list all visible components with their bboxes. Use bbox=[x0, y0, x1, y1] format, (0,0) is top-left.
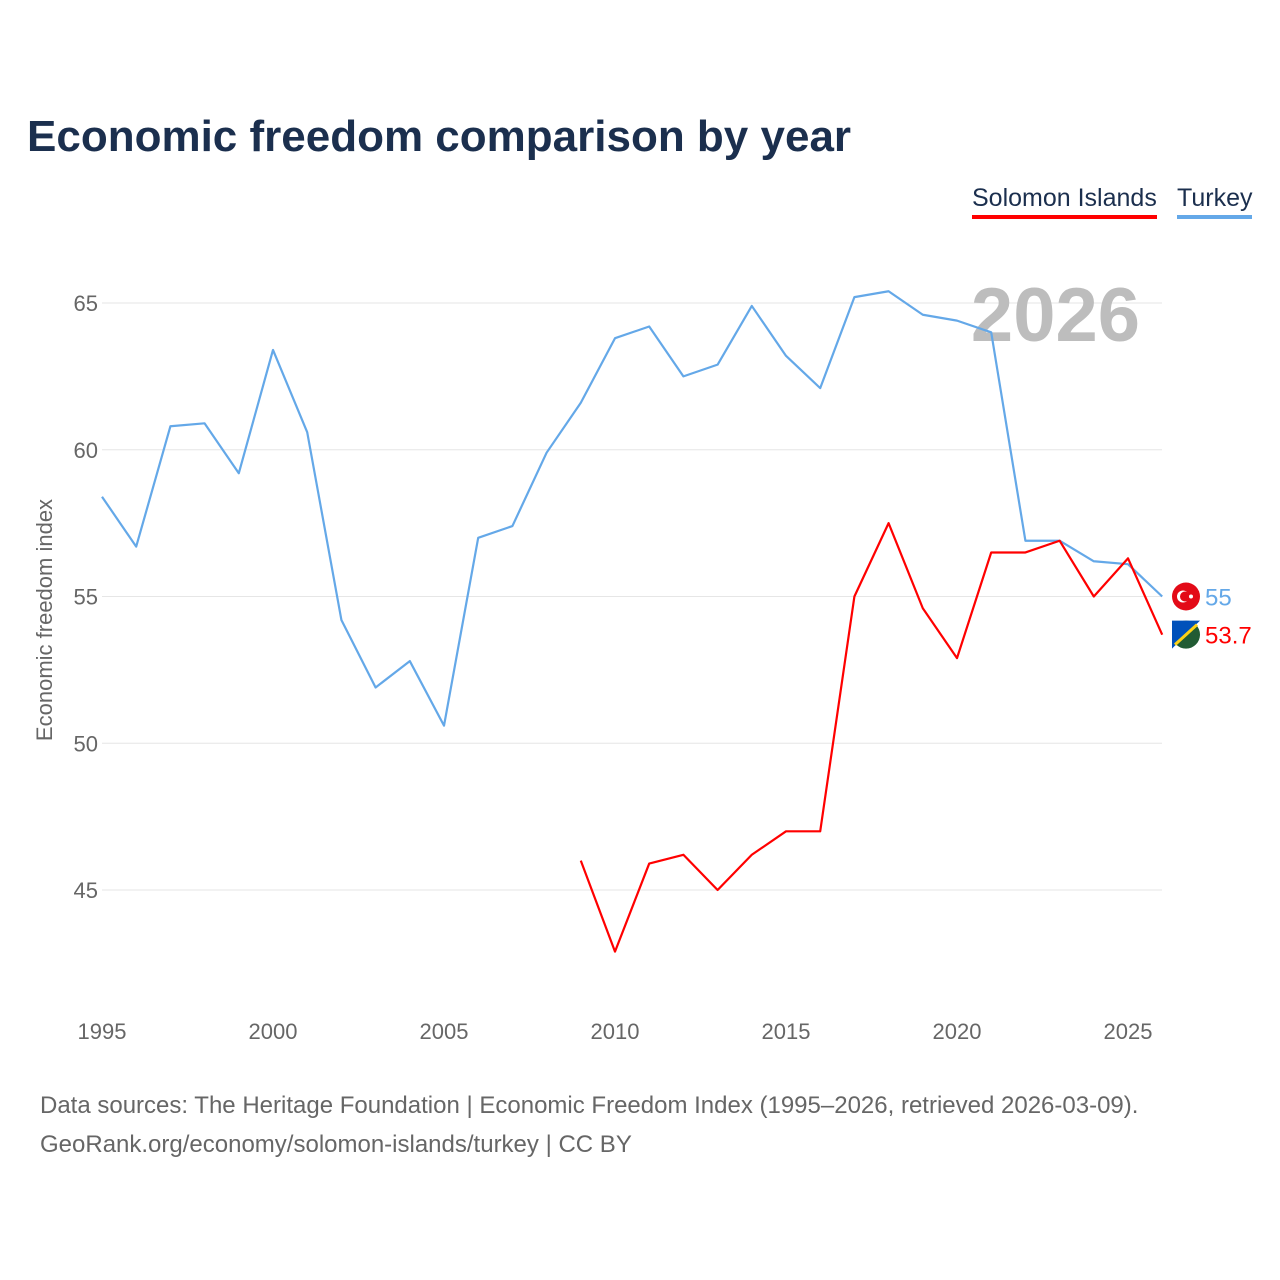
x-tick-label: 2005 bbox=[420, 1019, 469, 1044]
x-tick-label: 2025 bbox=[1104, 1019, 1153, 1044]
x-tick-label: 1995 bbox=[78, 1019, 127, 1044]
turkey-flag-star bbox=[1189, 594, 1193, 599]
year-watermark: 2026 bbox=[971, 273, 1140, 358]
series-line-turkey bbox=[101, 290, 1163, 727]
end-value-label: 53.7 bbox=[1205, 623, 1252, 650]
chart-title: Economic freedom comparison by year bbox=[27, 112, 852, 161]
footer-link[interactable]: GeoRank.org/economy/solomon-islands/turk… bbox=[40, 1131, 632, 1158]
turkey-flag-crescent-cut bbox=[1180, 591, 1190, 602]
x-tick-label: 2010 bbox=[591, 1019, 640, 1044]
series-line-solomon-islands bbox=[579, 522, 1164, 953]
y-tick-label: 65 bbox=[74, 291, 98, 316]
y-tick-label: 45 bbox=[74, 878, 98, 903]
y-axis-label: Economic freedom index bbox=[32, 499, 57, 741]
solomon-flag-stripe bbox=[1173, 623, 1199, 646]
legend-solomon-islands[interactable]: Solomon Islands bbox=[972, 184, 1157, 219]
y-tick-label: 55 bbox=[74, 585, 98, 610]
end-value-label: 55 bbox=[1205, 585, 1232, 612]
y-tick-label: 60 bbox=[74, 438, 98, 463]
x-tick-label: 2000 bbox=[249, 1019, 298, 1044]
footer-sources: Data sources: The Heritage Foundation | … bbox=[40, 1092, 1139, 1119]
footer: Data sources: The Heritage Foundation | … bbox=[40, 1086, 1138, 1164]
x-tick-label: 2020 bbox=[933, 1019, 982, 1044]
x-tick-label: 2015 bbox=[762, 1019, 811, 1044]
y-tick-label: 50 bbox=[74, 731, 98, 756]
legend-turkey[interactable]: Turkey bbox=[1177, 184, 1253, 219]
